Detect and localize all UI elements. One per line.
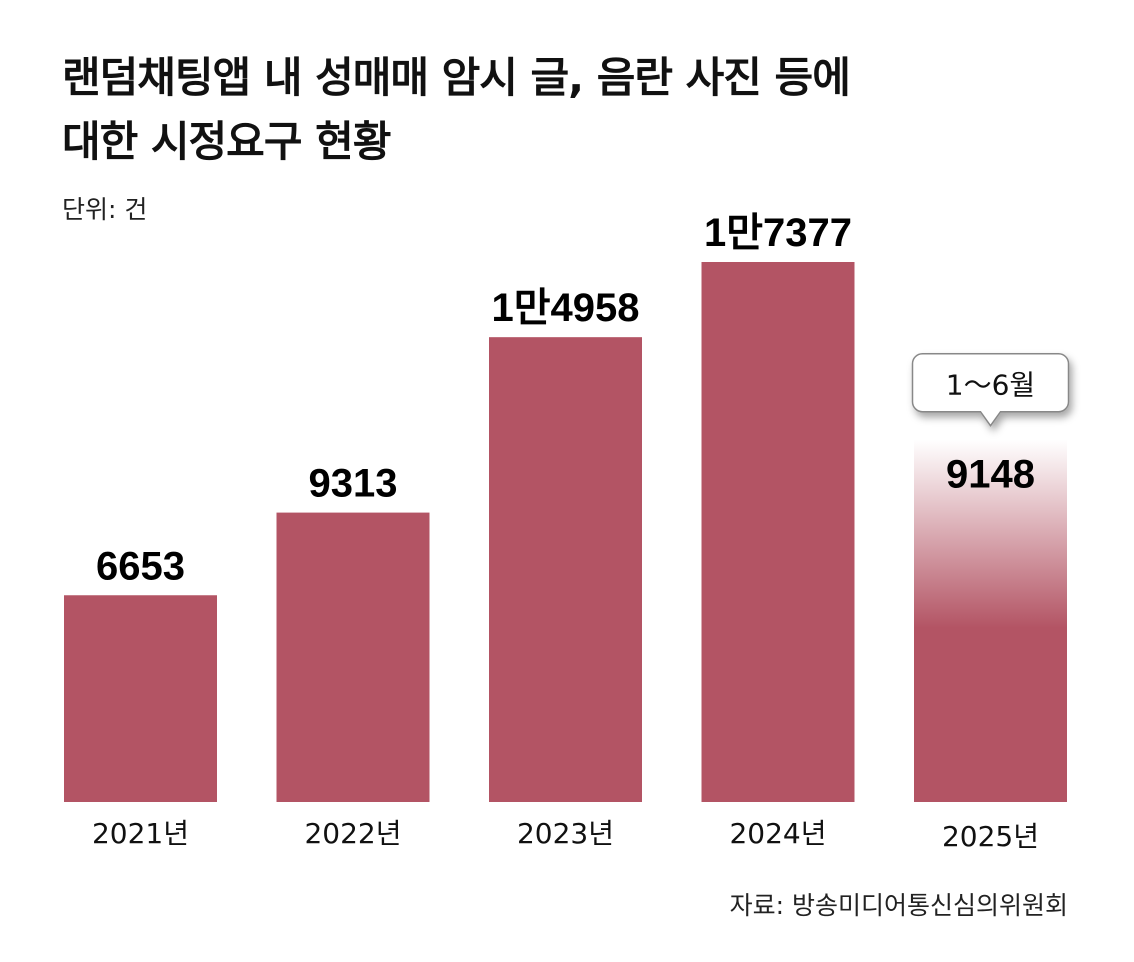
value-label: 1만4958 [491, 286, 639, 330]
value-label: 9148 [946, 453, 1035, 497]
category-label: 2024년 [729, 817, 826, 850]
bar-2022 [276, 512, 430, 802]
title-line-1: 랜덤채팅앱 내 성매매 암시 글, 음란 사진 등에 [62, 53, 851, 102]
bar-2024 [701, 262, 855, 802]
value-label: 1만7377 [704, 211, 852, 255]
category-label: 2025년 [942, 820, 1039, 853]
bar-2025 [914, 439, 1067, 802]
period-callout [911, 352, 1070, 428]
value-label: 9313 [309, 462, 398, 506]
source-note: 자료: 방송미디어통신심의위원회 [729, 891, 1068, 920]
bar-2021 [64, 595, 217, 802]
category-label: 2023년 [517, 817, 614, 850]
category-label: 2021년 [92, 817, 189, 850]
value-label: 6653 [96, 544, 185, 588]
bar-2023 [489, 337, 642, 802]
title-line-2: 대한 시정요구 현황 [62, 117, 391, 166]
chart-title: 랜덤채팅앱 내 성매매 암시 글, 음란 사진 등에 대한 시정요구 현황 [62, 46, 851, 174]
callout-text: 1～6월 [946, 369, 1035, 402]
unit-label: 단위: 건 [62, 195, 148, 224]
category-label: 2022년 [304, 817, 401, 850]
